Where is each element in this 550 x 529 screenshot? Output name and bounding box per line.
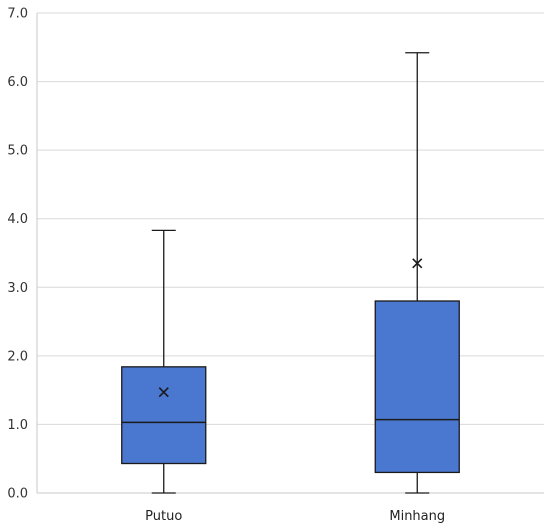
y-tick-label: 2.0 <box>7 349 28 364</box>
category-labels: Putuo Minhang <box>145 509 445 524</box>
box-putuo <box>121 229 207 494</box>
y-tick-label: 3.0 <box>7 281 28 296</box>
grid-lines <box>37 12 544 425</box>
iqr-box <box>374 300 460 474</box>
x-category-label: Minhang <box>389 509 445 524</box>
y-tick-labels: 0.0 1.0 2.0 3.0 4.0 5.0 6.0 7.0 <box>7 7 28 502</box>
y-tick-label: 7.0 <box>7 7 28 22</box>
y-tick-label: 5.0 <box>7 144 28 159</box>
axes <box>36 13 544 494</box>
boxes <box>121 52 460 494</box>
box-minhang <box>374 52 460 494</box>
y-tick-label: 1.0 <box>7 418 28 433</box>
mean-marker <box>412 258 423 269</box>
mean-marker <box>158 387 169 398</box>
y-tick-label: 4.0 <box>7 212 28 227</box>
y-tick-label: 0.0 <box>7 487 28 502</box>
x-category-label: Putuo <box>145 509 182 524</box>
iqr-box <box>121 366 207 465</box>
y-tick-label: 6.0 <box>7 75 28 90</box>
